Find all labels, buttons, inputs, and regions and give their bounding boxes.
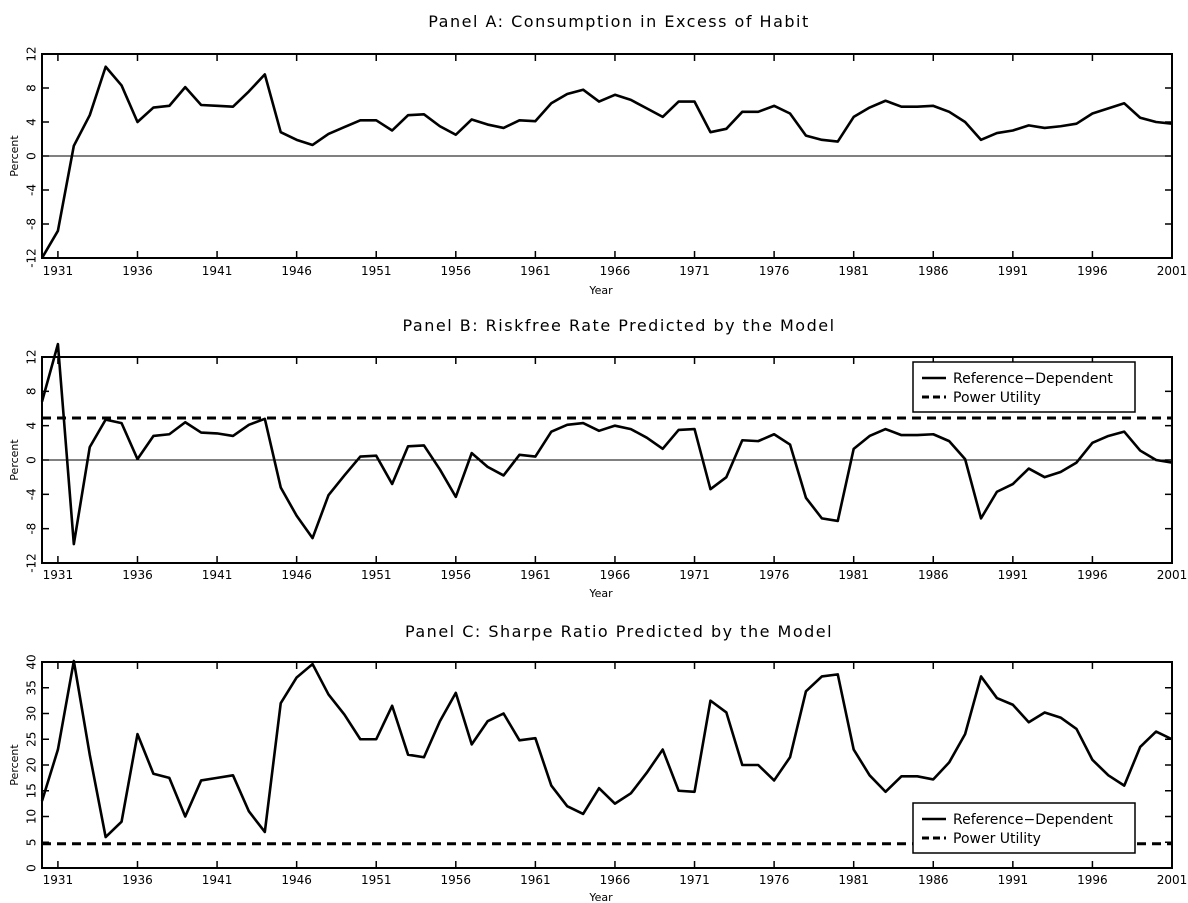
panel-b-ytick-label: -4 bbox=[25, 488, 39, 500]
panel-b-xtick-label: 1966 bbox=[600, 568, 631, 582]
panel-b-xtick-label: 1976 bbox=[759, 568, 790, 582]
panel-c-ytick-label: 35 bbox=[25, 680, 39, 695]
panel-c-xtick-label: 1986 bbox=[918, 873, 949, 887]
panel-a-xtick-label: 1961 bbox=[520, 264, 551, 278]
panel-b-xtick-label: 1946 bbox=[281, 568, 312, 582]
panel-a-xlabel: Year bbox=[588, 284, 613, 297]
panel-a-ytick-label: -4 bbox=[25, 184, 39, 196]
panel-c-title: Panel C: Sharpe Ratio Predicted by the M… bbox=[405, 622, 833, 641]
panel-b-legend-box bbox=[912, 361, 1136, 413]
panel-a-xtick-label: 1951 bbox=[361, 264, 392, 278]
panel-b-legend: Reference−Dependent Power Utility bbox=[912, 361, 1136, 413]
panel-c-xtick-label: 1956 bbox=[441, 873, 472, 887]
panel-a-xtick-label: 2001 bbox=[1157, 264, 1188, 278]
panel-c-ytick-label: 30 bbox=[25, 706, 39, 721]
panel-a-title: Panel A: Consumption in Excess of Habit bbox=[428, 12, 810, 31]
panel-c-legend-label: Reference−Dependent bbox=[953, 812, 1113, 828]
panel-a-xtick-label: 1956 bbox=[441, 264, 472, 278]
panel-b-ytick-label: 0 bbox=[25, 456, 39, 464]
panel-a: Panel A: Consumption in Excess of Habit -… bbox=[8, 12, 1187, 297]
panel-c-xlabel: Year bbox=[588, 891, 613, 903]
panel-a-xtick-label: 1996 bbox=[1077, 264, 1108, 278]
panel-a-ytick-label: 8 bbox=[25, 84, 39, 92]
panel-c-xtick-label: 1966 bbox=[600, 873, 631, 887]
panel-a-xtick-label: 1931 bbox=[43, 264, 74, 278]
panel-c-xtick-label: 2001 bbox=[1157, 873, 1188, 887]
panel-b-ytick-label: 8 bbox=[25, 388, 39, 396]
panel-b-xtick-label: 1961 bbox=[520, 568, 551, 582]
panel-b-xtick-label: 1971 bbox=[679, 568, 710, 582]
panel-b-ytick-label: 4 bbox=[25, 422, 39, 430]
panel-c-xtick-label: 1991 bbox=[998, 873, 1029, 887]
panel-b-xtick-label: 1986 bbox=[918, 568, 949, 582]
panel-b-legend-label: Power Utility bbox=[953, 390, 1041, 406]
panel-b-xtick-label: 1936 bbox=[122, 568, 153, 582]
panel-c-ylabel: Percent bbox=[8, 744, 21, 786]
panel-a-ytick-label: -12 bbox=[25, 248, 39, 268]
panel-b-xtick-label: 1951 bbox=[361, 568, 392, 582]
panel-c-ytick-label: 25 bbox=[25, 732, 39, 747]
panel-c-xtick-label: 1961 bbox=[520, 873, 551, 887]
panel-c-xtick-label: 1971 bbox=[679, 873, 710, 887]
panel-c-ytick-label: 0 bbox=[25, 864, 39, 872]
panel-a-ytick-label: -8 bbox=[25, 218, 39, 230]
panel-c-xtick-label: 1951 bbox=[361, 873, 392, 887]
panel-a-series-reference-dependent bbox=[40, 65, 1173, 259]
panel-b-ylabel: Percent bbox=[8, 439, 21, 481]
panel-b: Panel B: Riskfree Rate Predicted by the … bbox=[8, 316, 1187, 600]
panel-a-xtick-label: 1981 bbox=[838, 264, 869, 278]
panel-a-xtick-label: 1946 bbox=[281, 264, 312, 278]
panel-b-xtick-label: 1941 bbox=[202, 568, 233, 582]
panel-b-xtick-label: 1981 bbox=[838, 568, 869, 582]
panel-c-legend-box bbox=[912, 802, 1136, 854]
panel-b-xtick-label: 1996 bbox=[1077, 568, 1108, 582]
panel-c-xtick-label: 1946 bbox=[281, 873, 312, 887]
panel-c-legend-label: Power Utility bbox=[953, 831, 1041, 847]
panel-b-xtick-label: 1991 bbox=[998, 568, 1029, 582]
panel-b-xtick-label: 2001 bbox=[1157, 568, 1188, 582]
panel-c-xtick-label: 1981 bbox=[838, 873, 869, 887]
panel-c-series-reference-dependent bbox=[40, 659, 1173, 839]
panel-b-title: Panel B: Riskfree Rate Predicted by the … bbox=[402, 316, 835, 335]
panel-a-xtick-label: 1966 bbox=[600, 264, 631, 278]
panel-b-xtick-label: 1931 bbox=[43, 568, 74, 582]
panel-c-xtick-label: 1931 bbox=[43, 873, 74, 887]
panel-c: Panel C: Sharpe Ratio Predicted by the M… bbox=[8, 622, 1187, 903]
panel-a-ytick-label: 12 bbox=[25, 46, 39, 61]
panel-a-xtick-label: 1986 bbox=[918, 264, 949, 278]
panel-a-xtick-label: 1991 bbox=[998, 264, 1029, 278]
panel-b-legend-label: Reference−Dependent bbox=[953, 371, 1113, 387]
panel-c-xtick-label: 1996 bbox=[1077, 873, 1108, 887]
panel-c-ytick-label: 15 bbox=[25, 783, 39, 798]
panel-c-xtick-label: 1976 bbox=[759, 873, 790, 887]
panel-b-ytick-label: -12 bbox=[25, 553, 39, 573]
panel-b-xtick-label: 1956 bbox=[441, 568, 472, 582]
panel-c-legend: Reference−Dependent Power Utility bbox=[912, 802, 1136, 854]
panel-b-ytick-label: -8 bbox=[25, 523, 39, 535]
panel-a-xtick-label: 1976 bbox=[759, 264, 790, 278]
panel-c-ytick-label: 20 bbox=[25, 757, 39, 772]
panel-c-ytick-label: 5 bbox=[25, 838, 39, 846]
panel-c-xtick-label: 1941 bbox=[202, 873, 233, 887]
panel-a-xtick-label: 1971 bbox=[679, 264, 710, 278]
panel-b-series-reference-dependent bbox=[40, 342, 1173, 546]
panel-a-xtick-label: 1941 bbox=[202, 264, 233, 278]
panel-c-ytick-label: 40 bbox=[25, 654, 39, 669]
panel-a-ytick-label: 4 bbox=[25, 118, 39, 126]
panel-c-ytick-label: 10 bbox=[25, 809, 39, 824]
panel-a-xtick-label: 1936 bbox=[122, 264, 153, 278]
panel-a-ylabel: Percent bbox=[8, 135, 21, 177]
panel-a-ytick-label: 0 bbox=[25, 152, 39, 160]
panel-b-ytick-label: 12 bbox=[25, 349, 39, 364]
panel-b-xlabel: Year bbox=[588, 587, 613, 600]
panel-c-xtick-label: 1936 bbox=[122, 873, 153, 887]
